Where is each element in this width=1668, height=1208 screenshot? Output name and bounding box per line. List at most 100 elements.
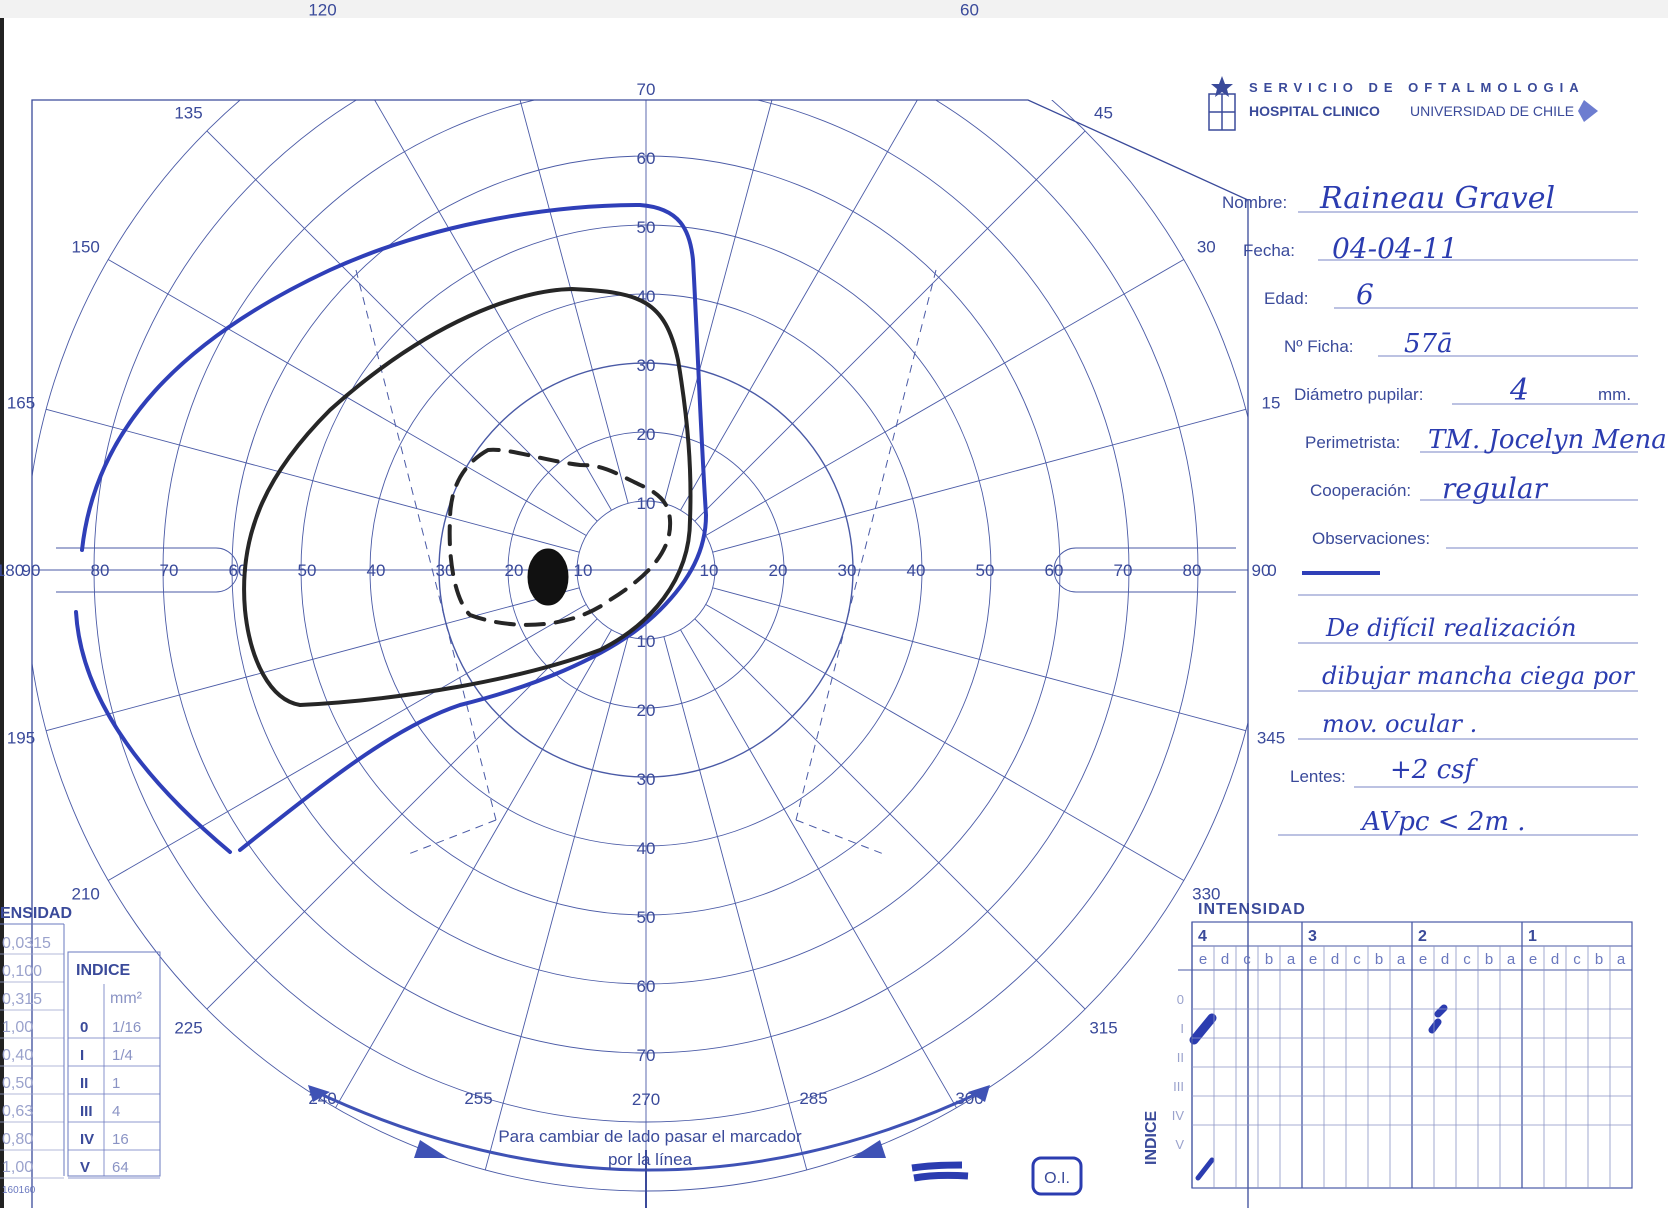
fecha-value: 04-04-11: [1332, 232, 1458, 265]
intensity-legend-left: ENSIDAD 0,0315 0,100 0,315 1,00 0,40 0,50 0,63…: [0, 905, 161, 1196]
intensity-letter-e: e: [1529, 951, 1537, 968]
legend-intensity-value: 0,63: [2, 1103, 33, 1120]
service-name: SERVICIO DE OFTALMOLOGIA: [1249, 80, 1585, 95]
observaciones-label: Observaciones:: [1312, 529, 1430, 548]
radial-down-50: 50: [637, 908, 656, 927]
legend-area: 16: [112, 1131, 129, 1148]
black-isopter: [242, 287, 693, 707]
lentes-label: Lentes:: [1290, 767, 1346, 786]
intensity-letter-d: d: [1551, 951, 1559, 968]
avpc-value: AVpc < 2m .: [1360, 807, 1526, 837]
diametro-unit: mm.: [1598, 385, 1631, 404]
hospital-diamond-icon: [1578, 100, 1598, 122]
radial-right-70: 70: [1114, 561, 1133, 580]
paper-top-edge: [0, 0, 1668, 18]
meridian-300: [680, 629, 957, 1109]
intensity-letter-a: a: [1617, 951, 1626, 968]
paper-left-edge: [0, 18, 4, 1208]
observation-line-3: mov. ocular .: [1322, 710, 1477, 738]
meridian-45: [694, 130, 1086, 522]
legend-intensity-value: 0,40: [2, 1047, 33, 1064]
cooperacion-value: regular: [1442, 472, 1549, 505]
radial-left-20: 20: [505, 561, 524, 580]
legend-intensity-value: 0,100: [2, 963, 42, 980]
legend-area: 1/16: [112, 1019, 141, 1036]
intensity-mark-V4e: [1195, 1157, 1215, 1181]
nombre-value: Raineau Gravel: [1319, 181, 1555, 216]
meridian-315: [694, 618, 1086, 1010]
radial-up-60: 60: [637, 149, 656, 168]
footer-instruction-line1: Para cambiar de lado pasar el marcador: [498, 1127, 802, 1146]
angle-label-150: 150: [72, 238, 100, 257]
meridian-285: [663, 636, 808, 1170]
meridian-105: [519, 100, 629, 504]
observation-line-1: De difícil realización: [1325, 614, 1576, 642]
intensity-group-4: 4: [1198, 928, 1207, 945]
intensity-letter-d: d: [1441, 951, 1449, 968]
chart-frame: [31, 99, 1249, 1208]
ficha-value: 57ā: [1404, 329, 1453, 359]
eye-label: O.I.: [1044, 1170, 1070, 1187]
intensity-letter-e: e: [1309, 951, 1317, 968]
radial-up-50: 50: [637, 218, 656, 237]
radial-down-40: 40: [637, 839, 656, 858]
angle-label-315: 315: [1089, 1019, 1117, 1038]
radial-left-90: 90: [22, 561, 41, 580]
perimetrista-label: Perimetrista:: [1305, 433, 1400, 452]
angle-label-120: 120: [308, 1, 336, 20]
legend-area: 1/4: [112, 1047, 133, 1064]
angle-label-225: 225: [174, 1019, 202, 1038]
intensity-group-2: 2: [1418, 928, 1427, 945]
angle-label-135: 135: [174, 104, 202, 123]
radial-down-60: 60: [637, 977, 656, 996]
radial-right-30: 30: [838, 561, 857, 580]
intensity-letter-a: a: [1287, 951, 1296, 968]
radial-left-40: 40: [367, 561, 386, 580]
intensity-letter-e: e: [1199, 951, 1207, 968]
intensity-letter-b: b: [1265, 951, 1273, 968]
intensity-letter-c: c: [1463, 951, 1471, 968]
perimetrista-value: TM. Jocelyn Mena: [1428, 425, 1667, 455]
meridian-60: [680, 100, 918, 511]
angle-label-180: 180: [0, 561, 24, 580]
meridian-135: [206, 130, 598, 522]
hospital-name-rest: UNIVERSIDAD DE CHILE: [1410, 103, 1574, 119]
meridian-255: [484, 636, 629, 1170]
intensity-letter-c: c: [1353, 951, 1361, 968]
meridian-345: [712, 587, 1246, 732]
legend-indice-title: INDICE: [76, 962, 131, 979]
legend-intensity-value: 0,50: [2, 1075, 33, 1092]
cooperacion-label: Cooperación:: [1310, 481, 1411, 500]
intensity-mark-I4e: [1189, 1013, 1217, 1045]
radial-right-60: 60: [1045, 561, 1064, 580]
diametro-value: 4: [1509, 373, 1529, 408]
blue-isopter-lower: [74, 610, 232, 854]
meridian-15: [712, 408, 1246, 553]
angle-label-165: 165: [7, 394, 35, 413]
legend-unit: mm²: [110, 990, 143, 1007]
isopters: [74, 203, 708, 854]
meridian-240: [335, 629, 612, 1109]
blind-spot: [527, 548, 569, 606]
legend-intensity-value: 1,00: [2, 1019, 33, 1036]
radial-up-70: 70: [637, 80, 656, 99]
legend-area: 64: [112, 1159, 129, 1176]
angle-label-30: 30: [1197, 238, 1216, 257]
legend-roman-IV: IV: [80, 1131, 94, 1148]
intensity-letter-c: c: [1573, 951, 1581, 968]
ficha-label: Nº Ficha:: [1284, 337, 1354, 356]
radial-left-50: 50: [298, 561, 317, 580]
intensity-row-IV: IV: [1172, 1108, 1185, 1123]
dashed-guide: [355, 269, 497, 821]
intensity-letter-d: d: [1221, 951, 1229, 968]
legend-intensity-value: 1,00: [2, 1159, 33, 1176]
dashed-guide: [795, 269, 937, 821]
perimeter-grid: [32, 100, 1248, 1192]
angle-label-285: 285: [799, 1089, 827, 1108]
angle-label-15: 15: [1262, 394, 1281, 413]
eye-label-box: [1031, 1156, 1083, 1196]
intensity-letter-b: b: [1485, 951, 1493, 968]
legend-intensity-title: ENSIDAD: [0, 905, 72, 922]
eye-marker: O.I.: [911, 1156, 1083, 1196]
